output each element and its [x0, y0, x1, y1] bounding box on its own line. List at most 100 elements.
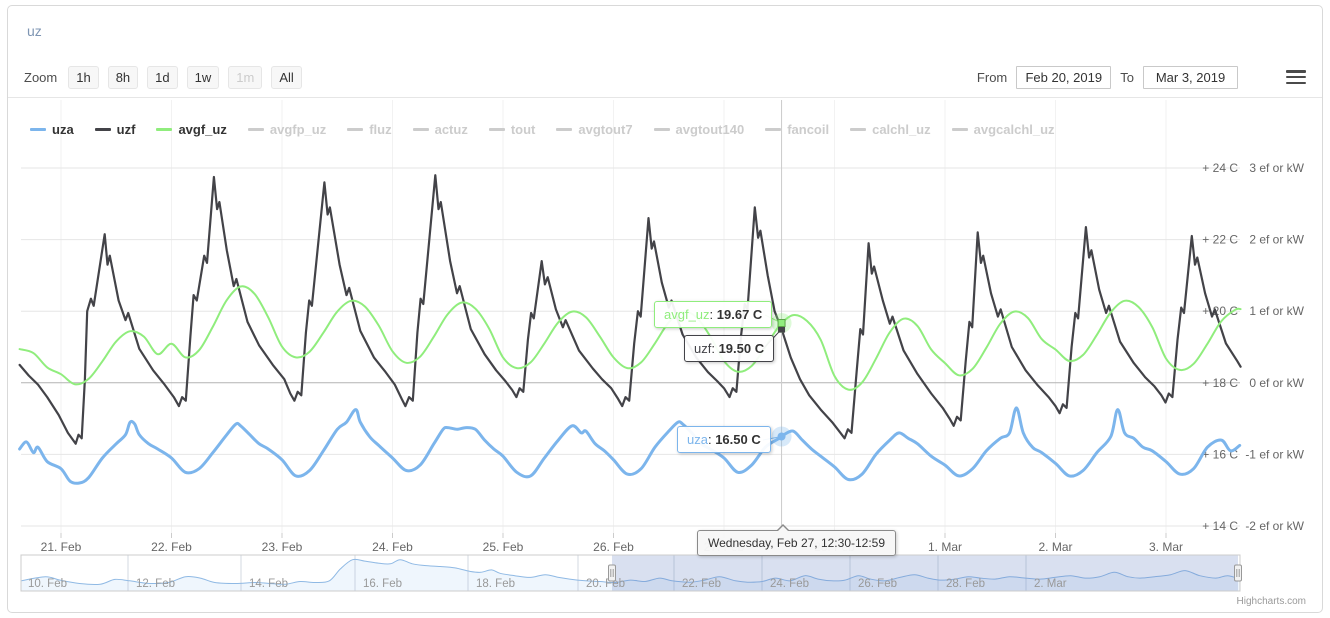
navigator-label: 16. Feb — [363, 578, 402, 590]
legend-item-avgf_uz[interactable]: avgf_uz — [156, 122, 227, 137]
zoom-button-All[interactable]: All — [271, 66, 302, 89]
y-axis-temp-label: + 18 C — [1202, 376, 1238, 390]
menu-icon[interactable] — [1286, 70, 1306, 84]
legend-swatch-fancoil — [765, 128, 782, 131]
navigator-label: 10. Feb — [28, 578, 67, 590]
navigator-label: 18. Feb — [476, 578, 515, 590]
navigator-label: 24. Feb — [770, 578, 809, 590]
legend-item-avgtout140[interactable]: avgtout140 — [653, 122, 745, 137]
navigator-label: 12. Feb — [136, 578, 175, 590]
to-date-input[interactable] — [1143, 66, 1238, 89]
series-uzf — [18, 174, 1242, 445]
legend: uza uzf avgf_uz avgfp_uz fluz actuz tout avgtou… — [30, 122, 1055, 137]
legend-label: avgtout7 — [578, 122, 633, 137]
legend-swatch-uzf — [94, 128, 111, 131]
tooltip-date: Wednesday, Feb 27, 12:30-12:59 — [697, 524, 897, 556]
tooltip-uzf: uzf: 19.50 C — [684, 335, 775, 362]
legend-swatch-avgtout7 — [556, 128, 573, 131]
to-label: To — [1120, 70, 1134, 85]
y-axis-temp-label: + 24 C — [1202, 161, 1238, 175]
zoom-buttons-group: 1h 8h 1d 1w 1m All — [68, 66, 302, 89]
date-range-toolbar: From To — [977, 66, 1238, 89]
chart-card: uz Zoom 1h 8h 1d 1w 1m All From To uza uzf avgf… — [7, 5, 1323, 613]
y-axis-temp-label: + 14 C — [1202, 519, 1238, 533]
y-axis-power-label: 3 ef or kW — [1249, 161, 1304, 175]
marker-avgf-uz — [777, 319, 786, 328]
x-axis-label: 26. Feb — [593, 540, 634, 554]
series-avgf_uz — [18, 285, 1242, 391]
legend-swatch-tout — [488, 128, 505, 131]
navigator-label: 14. Feb — [249, 578, 288, 590]
navigator-handle-right[interactable] — [1234, 564, 1242, 582]
x-axis-label: 24. Feb — [372, 540, 413, 554]
highcharts-credit[interactable]: Highcharts.com — [1236, 596, 1306, 607]
zoom-button-1w[interactable]: 1w — [186, 66, 220, 89]
legend-item-fluz[interactable]: fluz — [347, 122, 392, 137]
header-divider — [8, 97, 1322, 98]
legend-label: tout — [510, 122, 536, 137]
legend-label: fluz — [369, 122, 392, 137]
series-uza — [18, 406, 1242, 485]
y-axis-power-label: 2 ef or kW — [1249, 233, 1304, 247]
y-axis-temp-label: + 22 C — [1202, 233, 1238, 247]
legend-swatch-uza — [30, 128, 46, 131]
x-axis-label: 21. Feb — [41, 540, 82, 554]
navigator-label: 26. Feb — [858, 578, 897, 590]
y-axis-power-label: 0 ef or kW — [1249, 376, 1304, 390]
zoom-label: Zoom — [24, 70, 58, 85]
legend-item-avgcalchl_uz[interactable]: avgcalchl_uz — [951, 122, 1055, 137]
from-label: From — [976, 70, 1008, 85]
legend-item-actuz[interactable]: actuz — [412, 122, 468, 137]
legend-item-tout[interactable]: tout — [488, 122, 536, 137]
legend-item-avgfp_uz[interactable]: avgfp_uz — [247, 122, 327, 137]
zoom-button-1h[interactable]: 1h — [68, 66, 99, 89]
legend-item-uzf[interactable]: uzf — [94, 122, 136, 137]
x-axis-label: 3. Mar — [1149, 540, 1183, 554]
navigator-label: 20. Feb — [586, 578, 625, 590]
marker-uza — [777, 432, 786, 441]
navigator-area — [21, 559, 1240, 591]
tooltip-uza: uza: 16.50 C — [677, 426, 771, 453]
page-title: uz — [27, 23, 42, 39]
legend-item-fancoil[interactable]: fancoil — [765, 122, 829, 137]
y-axis-power-label: -2 ef or kW — [1245, 519, 1304, 533]
y-axis-power-label: -1 ef or kW — [1245, 447, 1304, 461]
zoom-button-1d[interactable]: 1d — [147, 66, 178, 89]
legend-label: avgf_uz — [178, 122, 227, 137]
navigator-line — [20, 558, 1241, 585]
legend-swatch-avgtout140 — [653, 128, 670, 131]
zoom-toolbar: Zoom 1h 8h 1d 1w 1m All — [24, 66, 302, 89]
legend-swatch-actuz — [412, 128, 429, 131]
legend-item-uza[interactable]: uza — [30, 122, 74, 137]
x-axis-label: 2. Mar — [1038, 540, 1072, 554]
x-axis-label: 1. Mar — [928, 540, 962, 554]
legend-label: uzf — [116, 122, 136, 137]
zoom-button-8h[interactable]: 8h — [107, 66, 139, 89]
navigator-mask[interactable] — [612, 555, 1238, 591]
legend-item-avgtout7[interactable]: avgtout7 — [556, 122, 633, 137]
legend-item-calchl_uz[interactable]: calchl_uz — [850, 122, 931, 137]
legend-label: fancoil — [787, 122, 830, 137]
marker-uzf — [778, 325, 786, 333]
y-axis-power-label: 1 ef or kW — [1249, 304, 1304, 318]
navigator-label: 28. Feb — [946, 578, 985, 590]
navigator-label: 2. Mar — [1034, 578, 1067, 590]
x-axis-label: 25. Feb — [483, 540, 524, 554]
tooltip-avgf-uz: avgf_uz: 19.67 C — [654, 301, 773, 328]
legend-swatch-avgcalchl_uz — [951, 128, 968, 131]
legend-label: uza — [52, 122, 74, 137]
from-date-input[interactable] — [1016, 66, 1112, 89]
legend-label: actuz — [434, 122, 468, 137]
legend-swatch-calchl_uz — [850, 128, 867, 131]
legend-label: avgtout140 — [675, 122, 745, 137]
x-axis-label: 23. Feb — [262, 540, 303, 554]
legend-swatch-avgf_uz — [156, 128, 173, 131]
legend-label: calchl_uz — [872, 122, 931, 137]
zoom-button-1m: 1m — [228, 66, 263, 89]
x-axis-label: 22. Feb — [151, 540, 192, 554]
legend-swatch-avgfp_uz — [247, 128, 264, 131]
legend-label: avgcalchl_uz — [973, 122, 1055, 137]
navigator-handle-left[interactable] — [608, 564, 616, 582]
navigator-label: 22. Feb — [682, 578, 721, 590]
legend-label: avgfp_uz — [269, 122, 327, 137]
